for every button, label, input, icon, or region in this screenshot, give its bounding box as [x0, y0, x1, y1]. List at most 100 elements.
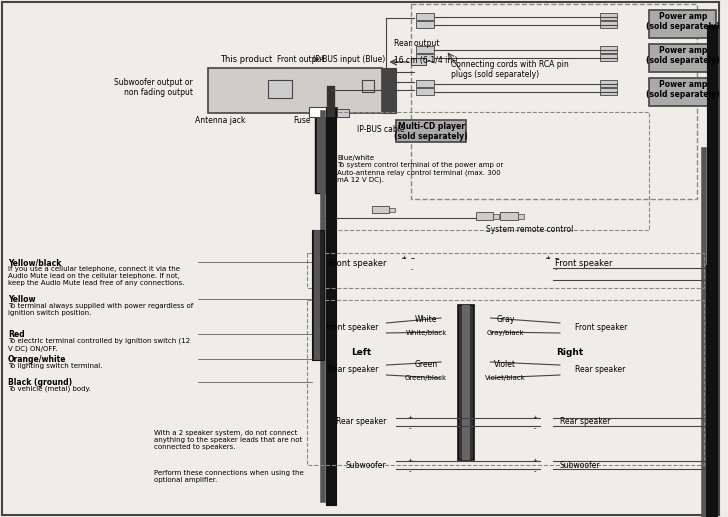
FancyBboxPatch shape — [475, 212, 494, 220]
Text: Black (ground): Black (ground) — [8, 378, 72, 387]
Text: Blue/white
To system control terminal of the power amp or
Auto-antenna relay con: Blue/white To system control terminal of… — [337, 155, 503, 183]
Circle shape — [406, 58, 412, 65]
Polygon shape — [545, 456, 553, 474]
Text: -: - — [555, 266, 557, 272]
FancyBboxPatch shape — [371, 206, 389, 213]
FancyBboxPatch shape — [396, 120, 466, 142]
Text: Subwoofer: Subwoofer — [346, 461, 387, 469]
FancyBboxPatch shape — [494, 214, 499, 219]
Text: Yellow: Yellow — [8, 295, 36, 304]
Circle shape — [620, 81, 625, 86]
Circle shape — [620, 88, 625, 95]
Text: Red: Red — [8, 330, 25, 339]
FancyBboxPatch shape — [416, 46, 434, 53]
Text: This product: This product — [220, 55, 272, 64]
Circle shape — [414, 13, 419, 20]
Circle shape — [226, 86, 234, 94]
FancyBboxPatch shape — [600, 80, 617, 87]
Text: Power amp
(sold separately): Power amp (sold separately) — [646, 46, 719, 65]
Text: 16 cm (6-1/4 in.): 16 cm (6-1/4 in.) — [395, 56, 458, 65]
Text: Orange/white: Orange/white — [8, 355, 66, 364]
Text: +: + — [532, 415, 538, 420]
Text: +: + — [408, 458, 413, 463]
Polygon shape — [565, 361, 573, 379]
Text: Front speaker: Front speaker — [326, 324, 379, 332]
Text: Front speaker: Front speaker — [555, 258, 612, 267]
Polygon shape — [396, 257, 404, 275]
FancyBboxPatch shape — [500, 212, 518, 220]
FancyBboxPatch shape — [416, 13, 434, 20]
FancyBboxPatch shape — [600, 13, 617, 20]
Text: +: + — [545, 255, 550, 260]
Text: Green/black: Green/black — [405, 375, 447, 381]
Text: Rear output: Rear output — [395, 39, 440, 48]
Text: -: - — [409, 468, 411, 474]
Text: System remote control: System remote control — [486, 225, 573, 234]
Circle shape — [620, 22, 625, 27]
FancyBboxPatch shape — [411, 58, 426, 65]
Text: To electric terminal controlled by ignition switch (12
V DC) ON/OFF.: To electric terminal controlled by ignit… — [8, 338, 190, 352]
Text: IP-BUS cable: IP-BUS cable — [357, 126, 404, 134]
Text: Right: Right — [556, 348, 583, 357]
Text: Subwoofer: Subwoofer — [560, 461, 601, 469]
FancyBboxPatch shape — [208, 68, 381, 113]
Polygon shape — [379, 319, 387, 337]
FancyBboxPatch shape — [416, 80, 434, 87]
Text: To terminal always supplied with power regardless of
ignition switch position.: To terminal always supplied with power r… — [8, 303, 193, 316]
Circle shape — [620, 13, 625, 20]
Text: Violet/black: Violet/black — [485, 375, 526, 381]
FancyBboxPatch shape — [268, 80, 293, 98]
FancyBboxPatch shape — [416, 21, 434, 28]
FancyBboxPatch shape — [312, 230, 324, 360]
FancyBboxPatch shape — [518, 214, 524, 219]
Text: Power amp
(sold separately): Power amp (sold separately) — [646, 80, 719, 99]
Polygon shape — [545, 413, 553, 431]
Text: +: + — [532, 458, 538, 463]
FancyBboxPatch shape — [649, 10, 716, 38]
Text: Front speaker: Front speaker — [574, 324, 627, 332]
Polygon shape — [550, 257, 558, 275]
Text: White: White — [415, 315, 438, 324]
Text: Rear speaker: Rear speaker — [574, 366, 625, 374]
FancyBboxPatch shape — [600, 21, 617, 28]
Polygon shape — [389, 456, 396, 474]
FancyBboxPatch shape — [317, 113, 325, 193]
Polygon shape — [565, 319, 573, 337]
Text: Front output: Front output — [277, 55, 325, 64]
Text: White/black: White/black — [405, 330, 447, 336]
FancyBboxPatch shape — [416, 54, 434, 61]
Text: Rear speaker: Rear speaker — [336, 418, 387, 427]
Text: Antenna jack: Antenna jack — [195, 116, 245, 125]
Circle shape — [414, 81, 419, 86]
Polygon shape — [379, 361, 387, 379]
Text: -: - — [409, 425, 411, 431]
FancyBboxPatch shape — [600, 46, 617, 53]
Circle shape — [226, 74, 234, 82]
FancyBboxPatch shape — [649, 44, 716, 72]
FancyBboxPatch shape — [649, 78, 716, 106]
FancyBboxPatch shape — [458, 305, 474, 460]
FancyBboxPatch shape — [362, 80, 373, 92]
Text: Violet: Violet — [494, 360, 516, 369]
Text: Green: Green — [414, 360, 438, 369]
Circle shape — [620, 54, 625, 60]
Circle shape — [214, 74, 222, 82]
Text: -: - — [534, 425, 537, 431]
Text: -: - — [411, 266, 414, 272]
FancyBboxPatch shape — [462, 305, 470, 460]
Circle shape — [214, 86, 222, 94]
Text: Front speaker: Front speaker — [329, 258, 387, 267]
Text: With a 2 speaker system, do not connect
anything to the speaker leads that are n: With a 2 speaker system, do not connect … — [154, 430, 302, 450]
Text: +: + — [408, 415, 413, 420]
Text: Perform these connections when using the
optional amplifier.: Perform these connections when using the… — [154, 470, 304, 483]
Text: IP-BUS input (Blue): IP-BUS input (Blue) — [313, 55, 385, 64]
Text: -: - — [534, 468, 537, 474]
FancyBboxPatch shape — [389, 208, 395, 212]
FancyBboxPatch shape — [416, 88, 434, 95]
FancyBboxPatch shape — [315, 113, 331, 193]
FancyBboxPatch shape — [2, 2, 719, 515]
Text: Rear speaker: Rear speaker — [560, 418, 610, 427]
Text: Gray: Gray — [496, 315, 515, 324]
FancyBboxPatch shape — [600, 88, 617, 95]
Text: To vehicle (metal) body.: To vehicle (metal) body. — [8, 386, 91, 392]
